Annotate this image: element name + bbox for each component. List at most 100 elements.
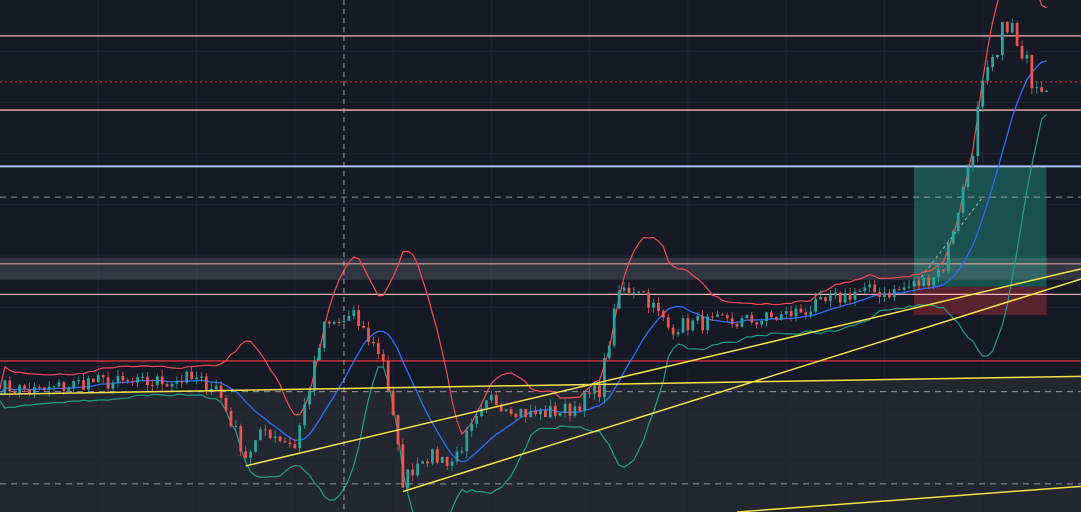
candle-body: [386, 361, 390, 391]
candle-body: [760, 320, 764, 325]
candle-body: [873, 284, 877, 293]
candle-body: [155, 376, 159, 386]
trendlines[interactable]: [0, 268, 1081, 512]
candle-body: [1020, 45, 1024, 59]
candle-body: [13, 391, 17, 394]
candle-body: [116, 376, 120, 383]
candle-body: [558, 412, 562, 416]
candle-body: [789, 311, 793, 317]
candle-body: [553, 405, 557, 416]
candle-body: [863, 287, 867, 291]
candle-body: [244, 451, 248, 458]
candle-body: [878, 292, 881, 297]
candle-body: [887, 292, 891, 298]
candle-body: [3, 380, 7, 395]
candle-body: [18, 385, 22, 394]
candle-body: [362, 325, 365, 328]
candle-body: [853, 291, 857, 300]
trendline[interactable]: [736, 485, 1081, 512]
candle-body: [136, 377, 139, 383]
candle-body: [809, 311, 813, 315]
candle-body: [676, 332, 680, 335]
candle-body: [642, 291, 646, 293]
grey-resistance-band[interactable]: [0, 257, 1081, 280]
candle-body: [956, 212, 960, 232]
candle-body: [661, 310, 665, 318]
candle-body: [470, 423, 474, 431]
candle-body: [416, 463, 420, 476]
bollinger-upper-band: [0, 0, 1047, 436]
candle-body: [131, 381, 135, 383]
candle-body: [774, 317, 778, 320]
candle-body: [1045, 90, 1048, 92]
candle-body: [327, 321, 331, 324]
candle-body: [971, 156, 975, 168]
trendline[interactable]: [245, 268, 1081, 467]
candle-body: [308, 390, 311, 405]
candle-body: [52, 386, 56, 388]
trendline[interactable]: [0, 375, 1081, 395]
candle-body: [686, 318, 690, 331]
candle-body: [720, 314, 724, 316]
candle-body: [440, 456, 444, 463]
candle-body: [77, 380, 81, 382]
candle-body: [696, 316, 700, 321]
candle-body: [268, 429, 272, 439]
candle-body: [254, 440, 257, 452]
candle-body: [907, 286, 911, 288]
candle-body: [504, 409, 508, 412]
candle-body: [1035, 87, 1039, 89]
candle-body: [779, 314, 783, 320]
candle-body: [214, 385, 218, 389]
candle-body: [160, 376, 164, 385]
candle-body: [966, 167, 970, 187]
trendline[interactable]: [402, 278, 1081, 493]
candle-body: [514, 413, 518, 418]
candle-body: [946, 243, 950, 272]
candle-body: [485, 400, 488, 409]
candle-body: [1040, 87, 1044, 92]
candle-body: [372, 341, 375, 344]
candle-body: [627, 287, 631, 294]
candle-body: [283, 441, 287, 443]
candle-body: [42, 387, 46, 390]
candle-body: [843, 293, 847, 303]
candle-body: [819, 297, 822, 300]
candle-body: [313, 360, 316, 391]
candle-body: [450, 461, 454, 466]
candle-body: [652, 302, 655, 308]
lower-shaded-zone: [0, 376, 1081, 512]
candle-body: [632, 292, 636, 294]
candle-body: [357, 310, 361, 326]
candle-body: [858, 290, 862, 292]
candle-body: [529, 410, 533, 418]
candle-body: [37, 386, 41, 388]
candle-body: [588, 392, 592, 394]
candle-body: [1010, 23, 1014, 33]
candle-body: [431, 449, 434, 464]
candle-body: [72, 381, 76, 388]
candle-body: [711, 316, 714, 318]
candle-body: [455, 451, 459, 462]
candle-body: [942, 269, 945, 272]
bollinger-basis-line: [0, 60, 1047, 463]
candle-body: [259, 429, 262, 441]
candle-body: [185, 371, 189, 383]
candle-body: [391, 390, 395, 416]
candle-body: [568, 403, 572, 416]
candle-body: [804, 312, 808, 315]
candle-body: [219, 385, 223, 398]
lower-zone-fill: [0, 376, 1081, 512]
candle-body: [671, 327, 675, 335]
candle-body: [411, 469, 415, 476]
candle-body: [28, 389, 31, 394]
candle-body: [730, 318, 734, 324]
candle-body: [288, 442, 292, 445]
candle-body: [224, 397, 228, 411]
candle-body: [725, 315, 729, 319]
candle-body: [62, 382, 66, 391]
candle-body: [848, 293, 852, 300]
candle-body: [548, 405, 552, 418]
candle-body: [82, 380, 85, 390]
